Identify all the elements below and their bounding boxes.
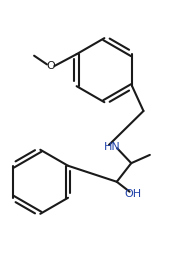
Text: O: O <box>46 61 55 71</box>
Text: HN: HN <box>104 142 121 152</box>
Text: OH: OH <box>125 189 142 199</box>
